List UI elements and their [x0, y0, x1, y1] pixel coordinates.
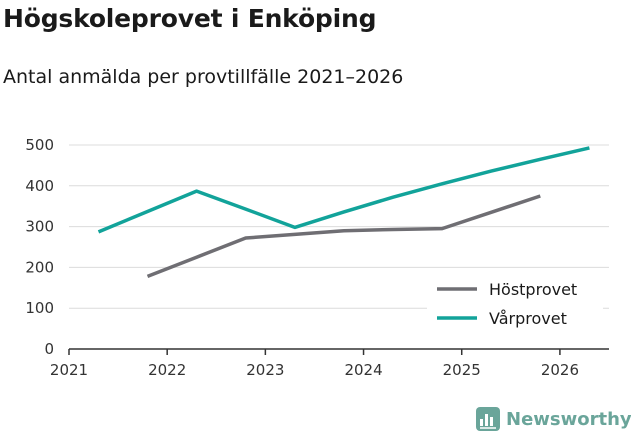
series-line-höstprovet	[146, 194, 541, 279]
y-tick-label: 500	[25, 136, 54, 154]
series-line-vårprovet	[97, 146, 590, 234]
legend-box	[427, 276, 603, 334]
x-tick-label: 2022	[148, 361, 186, 379]
x-tick-label: 2023	[246, 361, 284, 379]
newsworthy-logo-icon	[476, 407, 500, 431]
y-tick-label: 100	[25, 299, 54, 317]
newsworthy-brand: Newsworthy	[476, 407, 631, 431]
x-axis	[68, 348, 609, 355]
y-tick-label: 200	[25, 258, 54, 276]
y-tick-label: 300	[25, 218, 54, 236]
chart-subtitle: Antal anmälda per provtillfälle 2021–202…	[3, 66, 404, 88]
y-axis-tick-labels: 0 100 200 300 400 500	[25, 136, 54, 358]
legend: Höstprovet Vårprovet	[427, 276, 603, 334]
x-tick-label: 2024	[344, 361, 382, 379]
brand-name: Newsworthy	[506, 408, 631, 430]
x-axis-tick-labels: 2021 2022 2023 2024 2025 2026	[50, 361, 579, 379]
series-lines	[97, 146, 590, 279]
x-tick-label: 2025	[443, 361, 481, 379]
x-tick-label: 2026	[541, 361, 579, 379]
y-tick-label: 0	[44, 340, 54, 358]
legend-label: Vårprovet	[489, 309, 567, 328]
y-tick-label: 400	[25, 177, 54, 195]
legend-label: Höstprovet	[489, 280, 577, 299]
x-tick-label: 2021	[50, 361, 88, 379]
chart-title: Högskoleprovet i Enköping	[3, 4, 377, 33]
